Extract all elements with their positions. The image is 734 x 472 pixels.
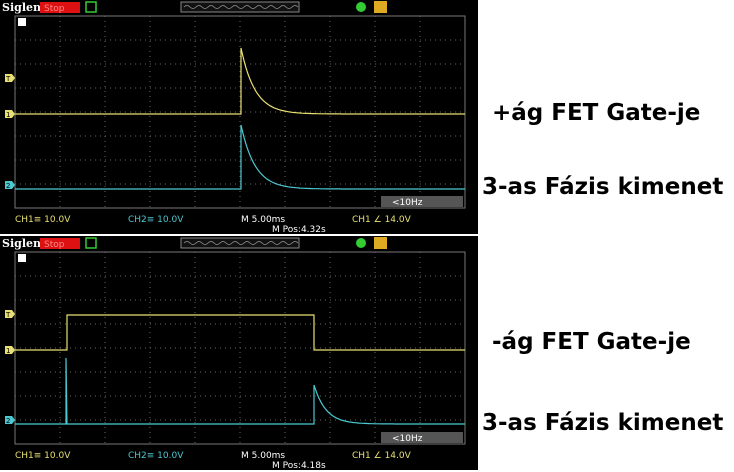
timebase: M 5.00ms <box>241 215 285 225</box>
icon <box>356 2 366 12</box>
level-marker <box>5 181 15 189</box>
ch2-trace <box>15 124 465 190</box>
trigger-wave <box>183 5 299 9</box>
icon <box>85 237 97 249</box>
marker-label: 1 <box>6 111 10 119</box>
icon <box>356 238 366 248</box>
trigger-bar <box>180 237 300 249</box>
freq-box <box>381 196 463 207</box>
corner-marker <box>18 18 26 26</box>
level-marker <box>5 74 15 82</box>
caption: -ág FET Gate-je <box>492 329 691 355</box>
level-marker <box>5 416 15 424</box>
ch1-scale: CH1≡ 10.0V <box>15 451 71 461</box>
frequency: <10Hz <box>392 434 423 444</box>
status: Stop <box>44 240 65 250</box>
trigger-wave <box>183 241 299 245</box>
marker-label: T <box>5 311 11 319</box>
status-box <box>40 2 80 13</box>
trigger: CH1 ∠ 14.0V <box>352 451 412 461</box>
status-box <box>40 238 80 249</box>
level-marker <box>5 110 15 118</box>
icon <box>374 1 387 13</box>
caption: 3-as Fázis kimenet <box>482 174 723 200</box>
ch2-trace <box>15 357 465 425</box>
icon <box>374 237 387 249</box>
frequency: <10Hz <box>392 198 423 208</box>
brand: Siglent <box>2 237 47 250</box>
brand: Siglent <box>2 1 47 14</box>
marker-label: 1 <box>6 347 10 355</box>
trigger-bar <box>180 1 300 13</box>
level-marker <box>5 310 15 318</box>
freq-box <box>381 432 463 443</box>
position: M Pos:4.18s <box>272 461 326 471</box>
caption: +ág FET Gate-je <box>492 100 700 126</box>
marker-label: T <box>5 75 11 83</box>
marker-label: 2 <box>6 417 10 425</box>
position: M Pos:4.32s <box>272 225 326 235</box>
trigger: CH1 ∠ 14.0V <box>352 215 412 225</box>
status: Stop <box>44 4 65 14</box>
level-marker <box>5 346 15 354</box>
ch1-scale: CH1≡ 10.0V <box>15 215 71 225</box>
marker-label: 2 <box>6 182 10 190</box>
ch1-trace <box>15 314 465 351</box>
ch2-scale: CH2≡ 10.0V <box>128 451 184 461</box>
ch2-scale: CH2≡ 10.0V <box>128 215 184 225</box>
icon <box>85 1 97 13</box>
caption: 3-as Fázis kimenet <box>482 410 723 436</box>
ch1-trace <box>15 47 465 115</box>
corner-marker <box>18 254 26 262</box>
timebase: M 5.00ms <box>241 451 285 461</box>
